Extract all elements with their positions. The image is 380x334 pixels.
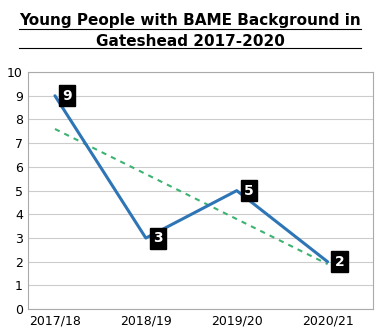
Text: 5: 5 [244, 184, 254, 198]
Text: 9: 9 [62, 89, 72, 103]
Text: 3: 3 [153, 231, 163, 245]
Text: Young People with BAME Background in
Gateshead 2017-2020: Young People with BAME Background in Gat… [19, 13, 361, 49]
Text: 2: 2 [335, 255, 345, 269]
